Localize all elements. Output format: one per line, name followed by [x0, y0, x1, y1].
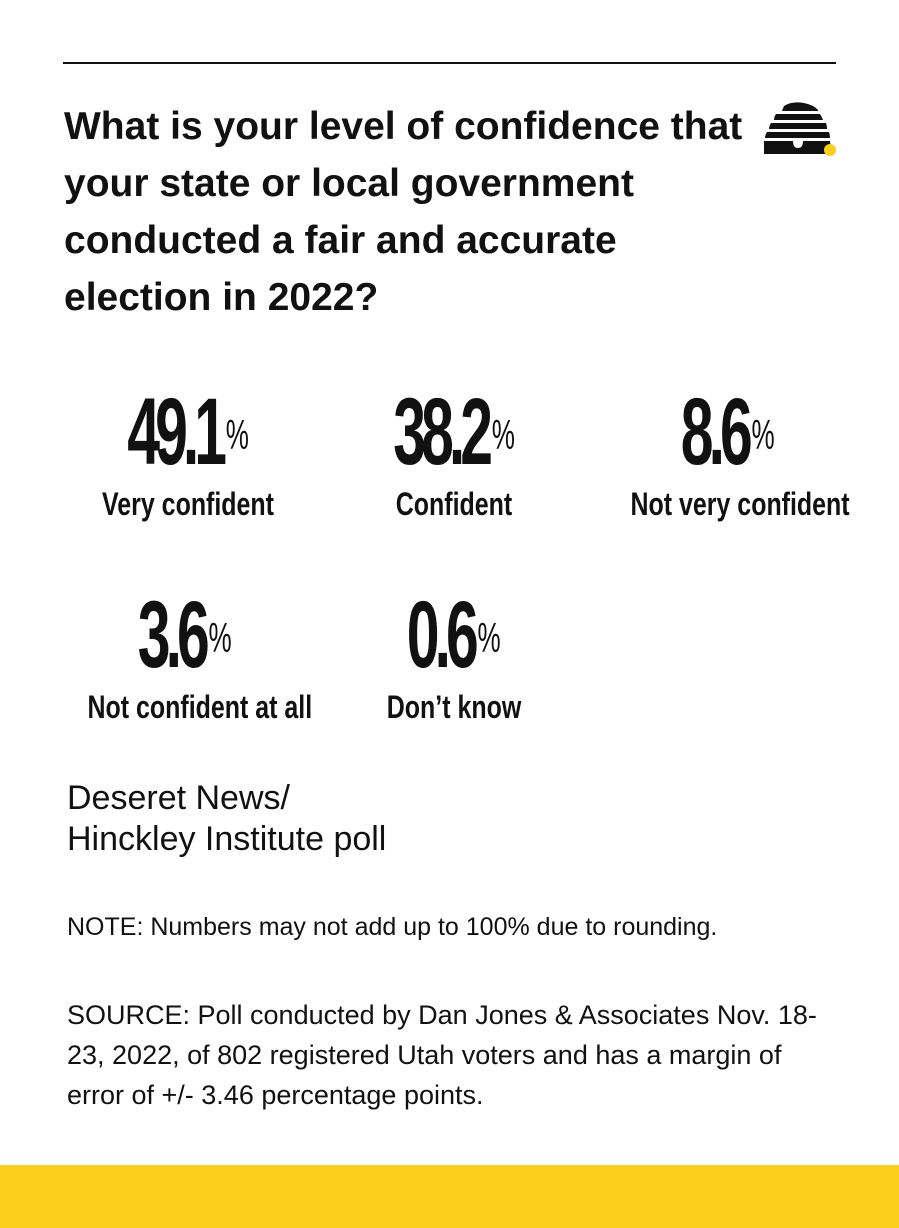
stat-very-confident: 49.1% Very confident: [63, 385, 313, 523]
percent-sign: %: [477, 614, 501, 661]
stat-number: 8.6: [681, 379, 753, 485]
stat-value: 38.2%: [393, 385, 515, 480]
stat-number: 38.2: [393, 379, 493, 485]
percent-sign: %: [208, 614, 232, 661]
stat-label: Very confident: [102, 486, 274, 522]
stat-not-very-confident: 8.6% Not very confident: [603, 385, 853, 523]
percent-sign: %: [751, 411, 775, 458]
credit-line-2: Hinckley Institute poll: [67, 820, 387, 858]
stat-value: 3.6%: [138, 588, 232, 683]
chart-title: What is your level of confidence that yo…: [64, 105, 743, 319]
beehive-body: [764, 102, 831, 154]
stat-confident: 38.2% Confident: [329, 385, 579, 523]
stat-label: Confident: [395, 486, 513, 522]
stat-dont-know: 0.6% Don’t know: [329, 588, 579, 726]
logo-dot: [824, 144, 836, 156]
top-divider: [63, 62, 836, 64]
stat-number: 0.6: [407, 582, 479, 688]
bottom-accent-bar: [0, 1165, 899, 1228]
stat-not-confident-at-all: 3.6% Not confident at all: [60, 588, 313, 726]
beehive-icon: [764, 102, 836, 156]
poll-credit: Deseret News/ Hinckley Institute poll: [67, 778, 386, 860]
rounding-note: NOTE: Numbers may not add up to 100% due…: [67, 913, 718, 941]
stat-value: 8.6%: [681, 385, 775, 480]
stat-value: 0.6%: [407, 588, 501, 683]
source-note: SOURCE: Poll conducted by Dan Jones & As…: [67, 1000, 817, 1110]
stat-number: 3.6: [138, 582, 210, 688]
stat-label: Not very confident: [630, 486, 850, 522]
stat-number: 49.1: [127, 379, 227, 485]
stat-value: 49.1%: [127, 385, 249, 480]
percent-sign: %: [491, 411, 515, 458]
stat-label: Don’t know: [386, 689, 522, 725]
credit-line-1: Deseret News/: [67, 779, 290, 817]
stat-label: Not confident at all: [87, 689, 313, 725]
percent-sign: %: [225, 411, 249, 458]
